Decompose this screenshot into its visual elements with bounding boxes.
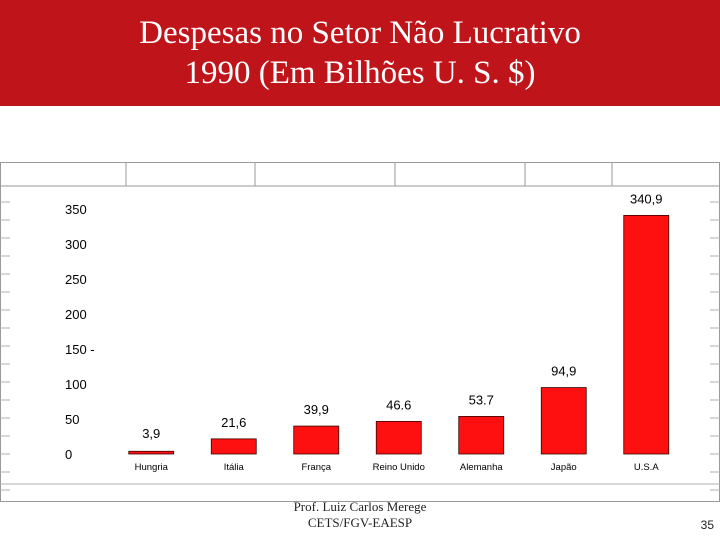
category-labels: Hungria Itália França Reino Unido Alemanha Ja… xyxy=(135,462,660,473)
category-label: Alemanha xyxy=(460,462,503,473)
slide-title-line-1: Despesas no Setor Não Lucrativo xyxy=(139,15,581,51)
bar xyxy=(293,425,340,455)
value-labels: 3,9 21,6 39,9 46.6 53.7 94,9 340,9 xyxy=(142,191,662,441)
chart-outline xyxy=(0,162,720,502)
slide-title-line-2: 1990 (Em Bilhões U. S. $) xyxy=(184,55,536,91)
y-axis-ticks: 0 50 100 150 - 200 250 300 350 xyxy=(65,202,95,462)
bar xyxy=(623,214,670,455)
bar-value-label: 46.6 xyxy=(386,397,411,412)
y-tick-label: 200 xyxy=(65,307,87,322)
footer-credit: Prof. Luiz Carlos Merege CETS/FGV-EAESP xyxy=(230,499,490,531)
category-label: Japão xyxy=(551,462,577,473)
bar xyxy=(210,438,257,455)
bar-value-label: 3,9 xyxy=(142,426,160,441)
bar-value-label: 94,9 xyxy=(551,364,576,379)
chart-border xyxy=(0,162,720,502)
page-number: 35 xyxy=(700,518,714,532)
bar xyxy=(458,416,505,455)
bar xyxy=(128,450,175,455)
bar xyxy=(375,420,422,455)
category-label: Hungria xyxy=(135,462,169,473)
y-tick-label: 150 - xyxy=(65,342,95,357)
category-label: U.S.A xyxy=(634,462,659,473)
category-label: Reino Unido xyxy=(373,462,425,473)
y-tick-label: 350 xyxy=(65,202,87,217)
y-tick-label: 300 xyxy=(65,237,87,252)
bar-value-label: 39,9 xyxy=(304,402,329,417)
bar-value-label: 21,6 xyxy=(221,415,246,430)
bar-value-label: 340,9 xyxy=(630,191,663,206)
footer-institution: CETS/FGV-EAESP xyxy=(307,515,413,530)
category-label: França xyxy=(301,462,331,473)
chart-frame: 0 50 100 150 - 200 250 300 350 3,9 21,6 39,9 46.6 5… xyxy=(0,162,720,502)
title-band: Despesas no Setor Não Lucrativo 1990 (Em… xyxy=(0,0,720,106)
category-label: Itália xyxy=(224,462,245,473)
y-tick-label: 50 xyxy=(65,412,79,427)
footer-author: Prof. Luiz Carlos Merege xyxy=(293,499,427,514)
bar-chart: 0 50 100 150 - 200 250 300 350 3,9 21,6 39,9 46.6 5… xyxy=(0,162,720,502)
y-tick-label: 100 xyxy=(65,377,87,392)
bar xyxy=(540,387,587,455)
bar-value-label: 53.7 xyxy=(469,392,494,407)
bars xyxy=(128,214,670,455)
y-tick-label: 250 xyxy=(65,272,87,287)
y-tick-label: 0 xyxy=(65,447,72,462)
